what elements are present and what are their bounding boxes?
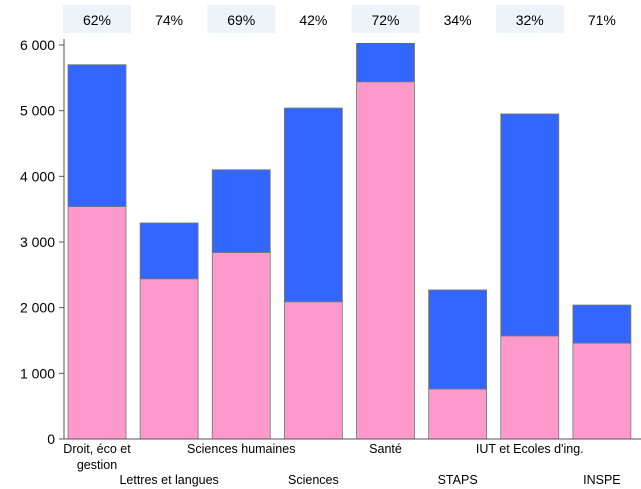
bar-segment-bottom	[572, 342, 632, 439]
percentage-label: 62%	[83, 12, 111, 28]
bars	[67, 43, 632, 439]
percentage-label: 34%	[444, 12, 472, 28]
y-tick-label: 1 000	[20, 365, 55, 381]
bar-segment-bottom	[139, 278, 199, 439]
bar-segment-bottom	[67, 206, 127, 439]
bar-segment-bottom	[356, 81, 415, 439]
percentage-label-box	[63, 5, 131, 33]
category-label: Sciences	[288, 473, 339, 487]
percentage-label: 72%	[371, 12, 399, 28]
percentage-label: 42%	[299, 12, 327, 28]
y-tick-label: 5 000	[20, 103, 55, 119]
bar-segment-top	[428, 289, 488, 390]
bar-segment-top	[356, 43, 415, 83]
bar-segment-bottom	[283, 301, 343, 439]
bar-segment-top	[139, 222, 199, 280]
bar-segment-top	[572, 304, 632, 344]
bar-segment-bottom	[211, 252, 271, 439]
percentage-label-box	[207, 5, 276, 33]
bar-segment-top	[500, 113, 560, 337]
category-label: STAPS	[438, 473, 478, 487]
bar-segment-bottom	[500, 335, 560, 439]
bar-segment-bottom	[428, 388, 488, 439]
percentage-label: 74%	[155, 12, 183, 28]
bar-segment-top	[67, 64, 127, 207]
y-tick-label: 2 000	[20, 300, 55, 316]
y-tick-label: 3 000	[20, 234, 55, 250]
category-label: gestion	[77, 458, 117, 472]
percentage-label: 71%	[588, 12, 616, 28]
category-label: Lettres et langues	[119, 473, 218, 487]
y-tick-label: 6 000	[20, 37, 55, 53]
percentage-label-box	[351, 5, 420, 33]
category-label: Sciences humaines	[187, 442, 295, 456]
percentage-label-box	[495, 5, 564, 33]
bar-segment-top	[283, 107, 343, 303]
percentage-label: 32%	[516, 12, 544, 28]
bar-segment-top	[211, 169, 271, 253]
y-tick-label: 4 000	[20, 168, 55, 184]
category-label: IUT et Ecoles d'ing.	[476, 442, 584, 456]
category-label: INSPE	[583, 473, 621, 487]
y-tick-label: 0	[47, 431, 55, 447]
y-axis: 0 1 000 2 000 3 000 4 000 5 000 6 000	[20, 37, 65, 447]
percentage-labels: 62% 74% 69% 42% 72% 34% 32% 71%	[63, 5, 616, 33]
category-label: Droit, éco et	[63, 442, 131, 456]
percentage-label: 69%	[227, 12, 255, 28]
category-label: Santé	[369, 442, 402, 456]
